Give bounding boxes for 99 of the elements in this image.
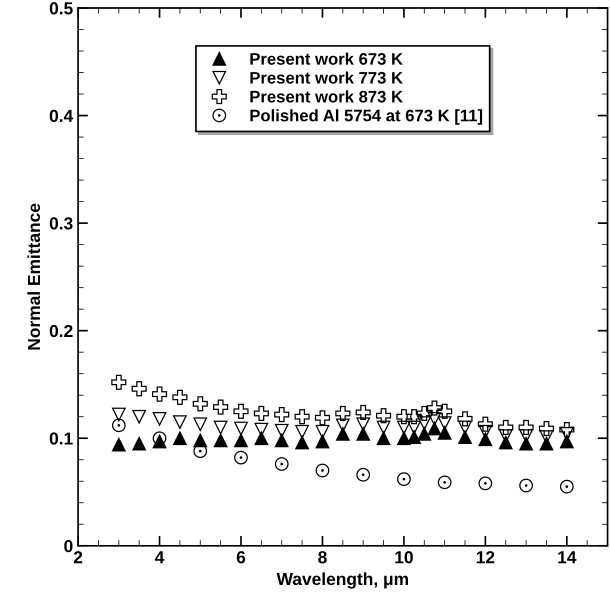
point <box>458 430 472 444</box>
point <box>152 412 166 426</box>
point <box>214 420 228 434</box>
point <box>274 424 289 438</box>
point <box>112 418 126 432</box>
legend-label: Present work 673 K <box>250 52 403 65</box>
point <box>376 431 390 446</box>
legend-label: Polished Al 5754 at 673 K [11] <box>250 109 482 125</box>
point <box>152 434 166 448</box>
point <box>396 409 412 424</box>
point <box>560 480 574 494</box>
y-tick-label: 0 <box>64 540 73 552</box>
point <box>406 409 422 424</box>
y-tick-label: 0.4 <box>50 110 74 122</box>
point <box>173 431 187 446</box>
legend-label: Present work 873 K <box>250 90 403 103</box>
y-tick-label: 0.3 <box>50 217 73 230</box>
point <box>294 409 310 424</box>
point <box>397 472 411 486</box>
point <box>540 436 554 450</box>
x-tick-label: 6 <box>236 551 246 564</box>
point <box>356 468 370 482</box>
point <box>314 410 330 426</box>
point <box>316 424 330 439</box>
point <box>336 427 350 441</box>
point <box>213 399 228 415</box>
point <box>152 386 168 402</box>
point <box>437 404 452 419</box>
point <box>478 432 492 446</box>
point <box>458 420 472 434</box>
point <box>438 426 452 440</box>
point <box>193 417 208 432</box>
point <box>234 422 248 436</box>
point <box>407 430 421 444</box>
point <box>416 406 432 422</box>
point <box>316 464 330 478</box>
point <box>316 434 330 448</box>
y-tick-label: 0.5 <box>50 2 73 14</box>
point <box>214 434 228 448</box>
point <box>356 404 371 420</box>
point <box>112 408 126 422</box>
point <box>457 411 473 426</box>
point <box>254 406 269 422</box>
x-axis-title: Wavelength, μm <box>276 572 408 589</box>
point <box>295 436 309 450</box>
point <box>376 408 392 424</box>
point <box>193 434 208 448</box>
point <box>132 410 146 424</box>
point <box>559 422 574 438</box>
point <box>478 416 493 432</box>
point <box>274 457 289 471</box>
point <box>335 406 350 422</box>
point <box>519 436 533 450</box>
point <box>407 420 421 434</box>
x-tick-label: 12 <box>476 551 494 564</box>
point <box>498 436 513 450</box>
point <box>428 422 442 436</box>
point <box>438 475 452 490</box>
point <box>192 396 208 412</box>
y-tick-label: 0.2 <box>50 324 73 338</box>
point <box>518 420 534 436</box>
point <box>132 436 146 450</box>
x-tick-label: 2 <box>74 551 82 564</box>
point <box>172 390 188 405</box>
point <box>426 400 442 416</box>
point <box>538 420 554 436</box>
x-tick-label: 4 <box>154 551 164 564</box>
y-axis-title: Normal Emittance <box>27 204 40 350</box>
point <box>397 420 411 434</box>
point <box>234 434 248 448</box>
point <box>397 431 411 446</box>
point <box>478 476 492 490</box>
x-tick-label: 14 <box>558 551 576 564</box>
y-tick-label: 0.1 <box>50 432 73 445</box>
point <box>356 417 370 432</box>
point <box>295 424 309 439</box>
point <box>111 374 126 390</box>
legend-label: Present work 773 K <box>250 71 403 84</box>
point <box>274 406 290 422</box>
point <box>417 416 432 430</box>
point <box>519 478 533 492</box>
point <box>254 422 268 436</box>
x-tick-label: 8 <box>318 551 327 564</box>
point <box>173 415 187 429</box>
point <box>498 420 514 436</box>
point <box>274 434 289 448</box>
point <box>112 438 126 452</box>
point <box>356 427 370 441</box>
point <box>428 412 442 426</box>
point <box>560 434 574 448</box>
point <box>132 381 147 396</box>
point <box>417 427 432 441</box>
point <box>233 404 249 419</box>
point <box>254 431 268 446</box>
point <box>152 431 166 446</box>
x-tick-label: 10 <box>395 551 413 564</box>
point <box>376 420 390 434</box>
point <box>234 450 248 464</box>
point <box>438 416 452 430</box>
